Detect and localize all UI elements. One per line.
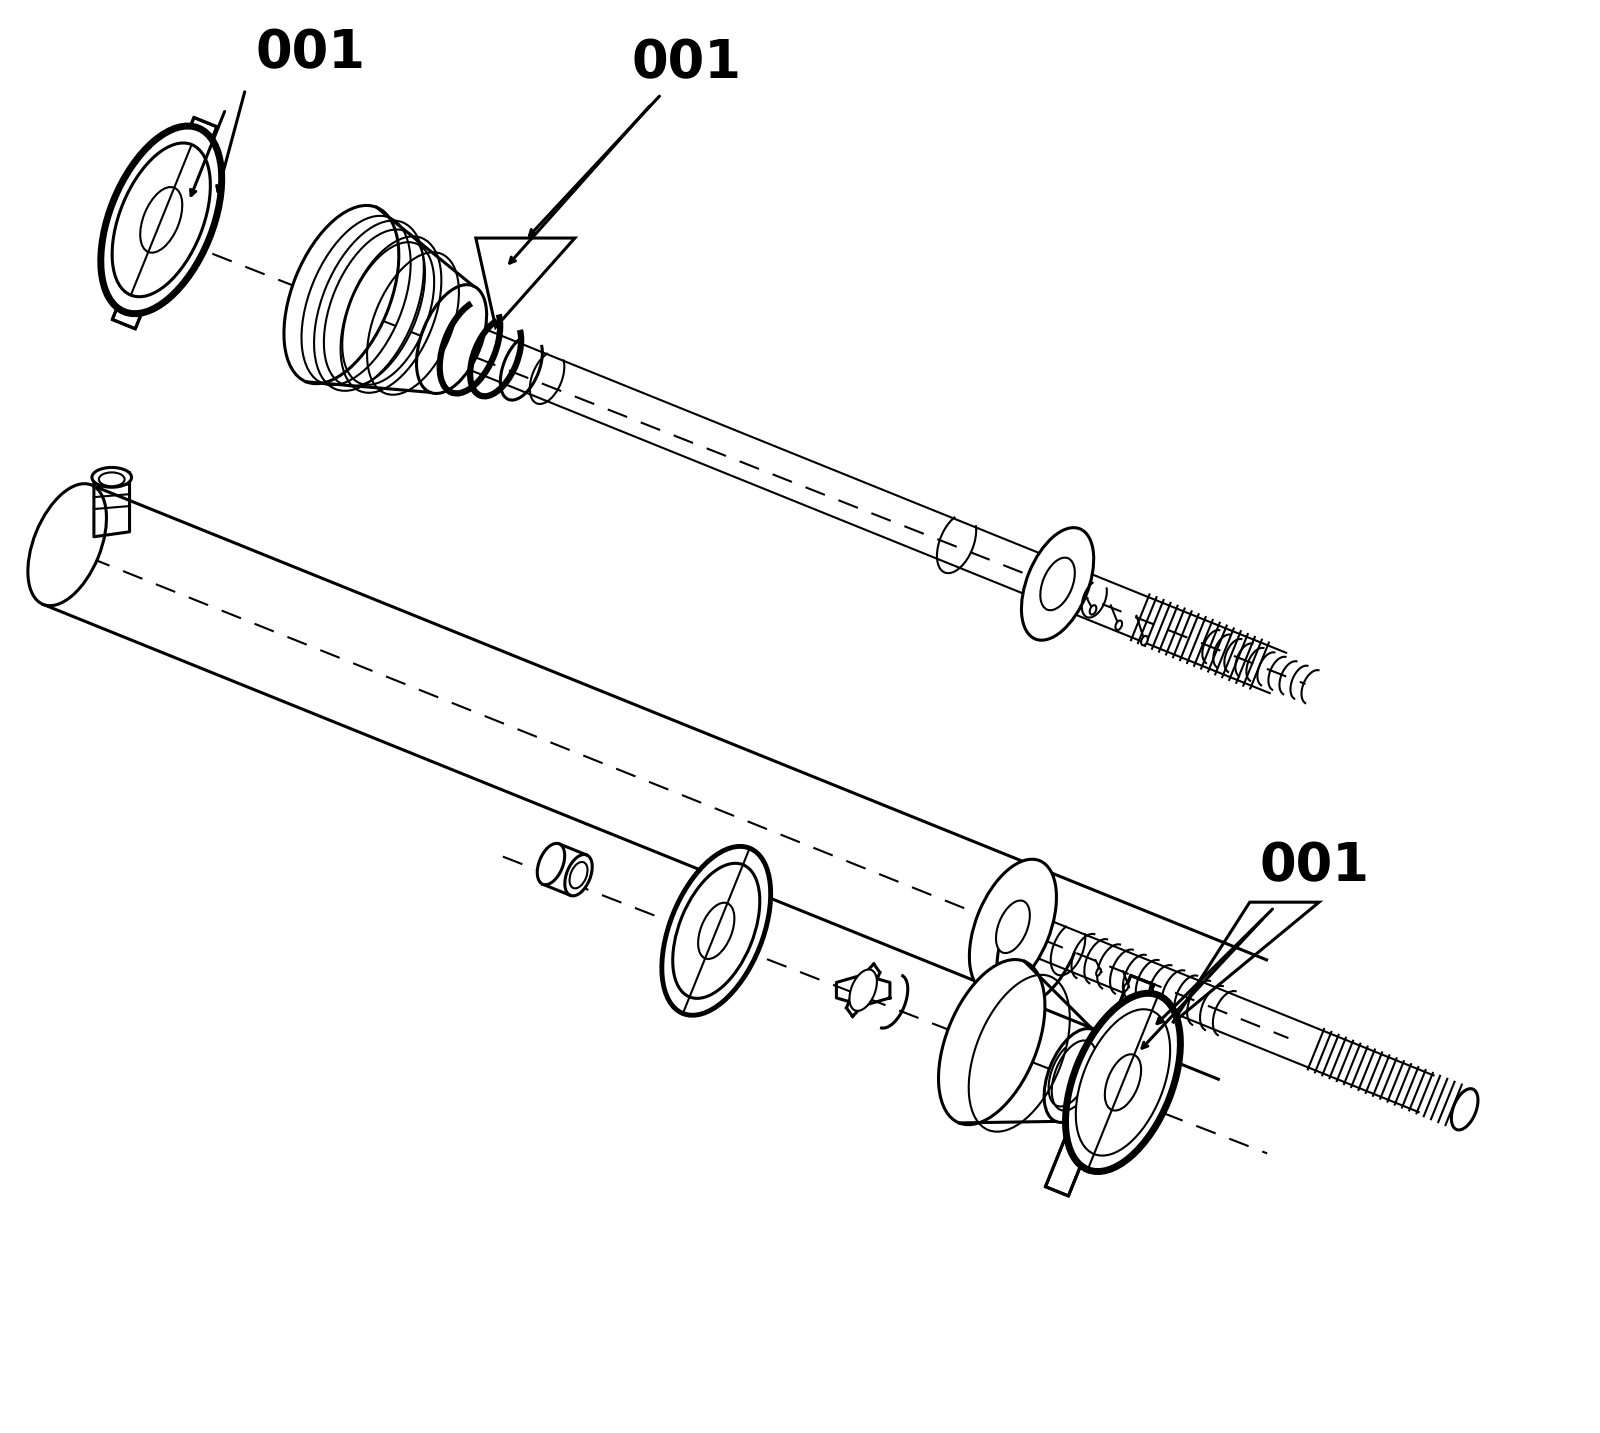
- Ellipse shape: [283, 205, 398, 384]
- Ellipse shape: [27, 484, 107, 606]
- Polygon shape: [112, 118, 218, 328]
- Ellipse shape: [1066, 993, 1181, 1172]
- Ellipse shape: [141, 188, 182, 252]
- Ellipse shape: [970, 860, 1056, 995]
- Ellipse shape: [698, 903, 734, 959]
- Text: 001: 001: [1259, 840, 1370, 893]
- Ellipse shape: [1152, 999, 1155, 1006]
- Ellipse shape: [538, 844, 565, 884]
- Ellipse shape: [1045, 1029, 1104, 1122]
- Text: 001: 001: [256, 27, 365, 79]
- Ellipse shape: [99, 473, 125, 486]
- Ellipse shape: [101, 126, 222, 314]
- Ellipse shape: [1090, 605, 1096, 615]
- Ellipse shape: [672, 863, 760, 999]
- Ellipse shape: [91, 467, 131, 487]
- Ellipse shape: [1040, 557, 1075, 610]
- Polygon shape: [1045, 976, 1154, 1197]
- Ellipse shape: [565, 854, 592, 896]
- Ellipse shape: [1123, 983, 1128, 990]
- Ellipse shape: [995, 900, 1030, 953]
- Ellipse shape: [662, 847, 771, 1015]
- Ellipse shape: [1021, 527, 1094, 641]
- Ellipse shape: [939, 960, 1045, 1125]
- Ellipse shape: [570, 863, 587, 888]
- Text: 001: 001: [632, 37, 742, 89]
- Ellipse shape: [112, 143, 210, 297]
- Ellipse shape: [850, 970, 877, 1010]
- Ellipse shape: [1115, 620, 1122, 631]
- Ellipse shape: [1141, 636, 1147, 645]
- Ellipse shape: [1096, 969, 1101, 976]
- Ellipse shape: [1106, 1055, 1141, 1111]
- Ellipse shape: [416, 285, 486, 394]
- Ellipse shape: [1451, 1089, 1478, 1131]
- Ellipse shape: [1075, 1009, 1170, 1155]
